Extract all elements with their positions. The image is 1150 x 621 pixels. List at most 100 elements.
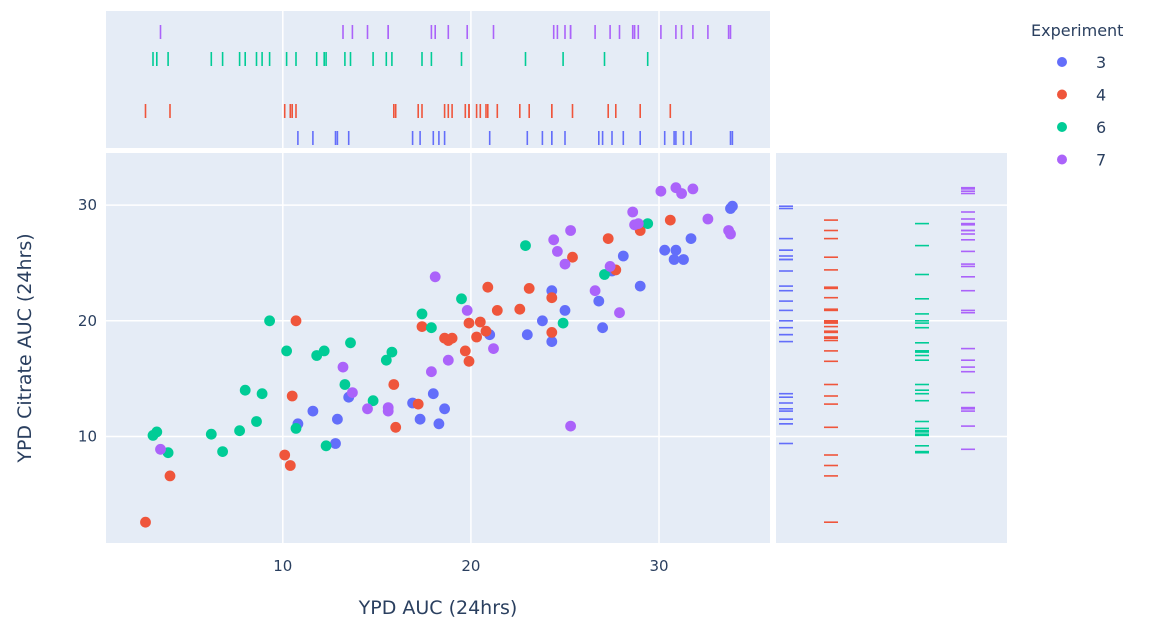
scatter-point-exp-6[interactable] <box>251 416 262 427</box>
scatter-point-exp-3[interactable] <box>634 280 646 292</box>
scatter-point-exp-6[interactable] <box>256 388 268 400</box>
scatter-point-exp-4[interactable] <box>279 449 291 461</box>
scatter-point-exp-3[interactable] <box>659 244 671 256</box>
scatter-point-exp-7[interactable] <box>627 206 639 218</box>
scatter-point-exp-6[interactable] <box>367 395 379 407</box>
scatter-point-exp-6[interactable] <box>234 425 246 437</box>
scatter-point-exp-4[interactable] <box>567 251 578 263</box>
scatter-point-exp-3[interactable] <box>617 250 629 262</box>
scatter-point-exp-4[interactable] <box>602 233 614 245</box>
scatter-point-exp-4[interactable] <box>286 390 298 402</box>
scatter-point-exp-7[interactable] <box>488 343 499 354</box>
scatter-point-exp-3[interactable] <box>559 305 571 316</box>
scatter-point-exp-4[interactable] <box>284 460 296 471</box>
scatter-point-exp-7[interactable] <box>687 183 699 195</box>
scatter-point-exp-7[interactable] <box>347 387 358 398</box>
scatter-point-exp-3[interactable] <box>668 254 680 265</box>
scatter-point-exp-7[interactable] <box>429 271 441 283</box>
scatter-point-exp-4[interactable] <box>482 281 494 293</box>
scatter-point-exp-4[interactable] <box>546 292 558 304</box>
scatter-point-exp-7[interactable] <box>461 305 473 316</box>
scatter-point-exp-7[interactable] <box>589 285 601 297</box>
scatter-point-exp-6[interactable] <box>520 240 531 252</box>
scatter-point-exp-4[interactable] <box>412 398 424 410</box>
scatter-point-exp-3[interactable] <box>537 315 548 327</box>
scatter-point-exp-7[interactable] <box>632 218 644 230</box>
scatter-point-exp-3[interactable] <box>439 403 450 415</box>
scatter-point-exp-6[interactable] <box>416 308 428 320</box>
scatter-point-exp-6[interactable] <box>642 218 654 230</box>
main-plot-area[interactable] <box>106 153 770 543</box>
scatter-point-exp-3[interactable] <box>414 413 426 425</box>
scatter-point-exp-4[interactable] <box>390 421 402 433</box>
scatter-point-exp-7[interactable] <box>655 185 667 197</box>
scatter-point-exp-4[interactable] <box>480 325 492 337</box>
scatter-point-exp-6[interactable] <box>318 345 330 357</box>
scatter-point-exp-3[interactable] <box>727 200 738 212</box>
scatter-point-exp-7[interactable] <box>559 258 571 270</box>
scatter-point-exp-3[interactable] <box>678 254 689 265</box>
scatter-point-exp-3[interactable] <box>330 438 341 449</box>
scatter-point-exp-3[interactable] <box>670 244 682 256</box>
scatter-point-exp-4[interactable] <box>514 303 526 315</box>
scatter-point-exp-3[interactable] <box>593 295 605 307</box>
scatter-point-exp-4[interactable] <box>491 305 503 316</box>
scatter-point-exp-7[interactable] <box>702 213 714 225</box>
scatter-point-exp-7[interactable] <box>604 261 616 272</box>
scatter-point-exp-4[interactable] <box>546 327 558 338</box>
scatter-point-exp-7[interactable] <box>382 405 394 417</box>
legend-item-exp-4[interactable]: 4 <box>1057 86 1106 105</box>
scatter-point-exp-6[interactable] <box>426 322 437 334</box>
scatter-point-exp-7[interactable] <box>548 234 560 246</box>
scatter-point-exp-6[interactable] <box>339 379 351 390</box>
scatter-point-exp-7[interactable] <box>442 354 454 366</box>
scatter-point-exp-3[interactable] <box>546 336 558 347</box>
legend-item-exp-6[interactable]: 6 <box>1057 118 1106 137</box>
scatter-point-exp-4[interactable] <box>290 315 302 327</box>
scatter-point-exp-3[interactable] <box>597 322 608 334</box>
scatter-point-exp-6[interactable] <box>599 269 610 280</box>
scatter-point-exp-6[interactable] <box>386 346 398 358</box>
scatter-point-exp-7[interactable] <box>725 228 736 240</box>
scatter-point-exp-6[interactable] <box>557 317 569 329</box>
scatter-point-exp-4[interactable] <box>446 332 458 344</box>
scatter-point-exp-7[interactable] <box>676 188 687 199</box>
scatter-point-exp-4[interactable] <box>463 355 475 367</box>
scatter-point-exp-7[interactable] <box>337 361 349 373</box>
scatter-point-exp-7[interactable] <box>565 225 576 236</box>
scatter-point-exp-3[interactable] <box>427 388 439 400</box>
scatter-point-exp-7[interactable] <box>552 246 563 257</box>
scatter-point-exp-4[interactable] <box>164 470 176 482</box>
legend-item-exp-7[interactable]: 7 <box>1057 151 1106 170</box>
scatter-point-exp-4[interactable] <box>523 283 535 294</box>
scatter-point-exp-6[interactable] <box>345 337 356 349</box>
scatter-point-exp-3[interactable] <box>521 329 533 341</box>
scatter-point-exp-6[interactable] <box>151 426 163 438</box>
scatter-point-exp-6[interactable] <box>320 440 332 452</box>
scatter-point-exp-7[interactable] <box>614 307 625 319</box>
scatter-point-exp-7[interactable] <box>155 443 166 455</box>
scatter-point-exp-6[interactable] <box>217 446 229 457</box>
scatter-point-exp-6[interactable] <box>264 315 275 327</box>
scatter-point-exp-3[interactable] <box>307 405 319 417</box>
scatter-point-exp-4[interactable] <box>471 331 482 343</box>
scatter-point-exp-6[interactable] <box>380 354 392 366</box>
scatter-point-exp-3[interactable] <box>332 413 343 425</box>
scatter-point-exp-4[interactable] <box>416 321 428 332</box>
legend-item-exp-3[interactable]: 3 <box>1057 53 1106 72</box>
scatter-point-exp-3[interactable] <box>685 233 697 245</box>
scatter-point-exp-6[interactable] <box>239 384 251 396</box>
scatter-point-exp-3[interactable] <box>433 418 445 430</box>
scatter-point-exp-7[interactable] <box>426 366 437 378</box>
scatter-point-exp-7[interactable] <box>565 420 576 432</box>
scatter-point-exp-4[interactable] <box>463 317 475 329</box>
scatter-point-exp-6[interactable] <box>281 345 292 357</box>
scatter-point-exp-6[interactable] <box>205 428 217 440</box>
scatter-point-exp-7[interactable] <box>362 403 373 415</box>
top-marginal-area[interactable] <box>106 11 770 148</box>
scatter-point-exp-6[interactable] <box>290 423 302 434</box>
scatter-point-exp-4[interactable] <box>388 379 400 390</box>
scatter-point-exp-6[interactable] <box>456 293 467 305</box>
scatter-point-exp-4[interactable] <box>140 516 151 528</box>
scatter-point-exp-4[interactable] <box>459 345 471 357</box>
